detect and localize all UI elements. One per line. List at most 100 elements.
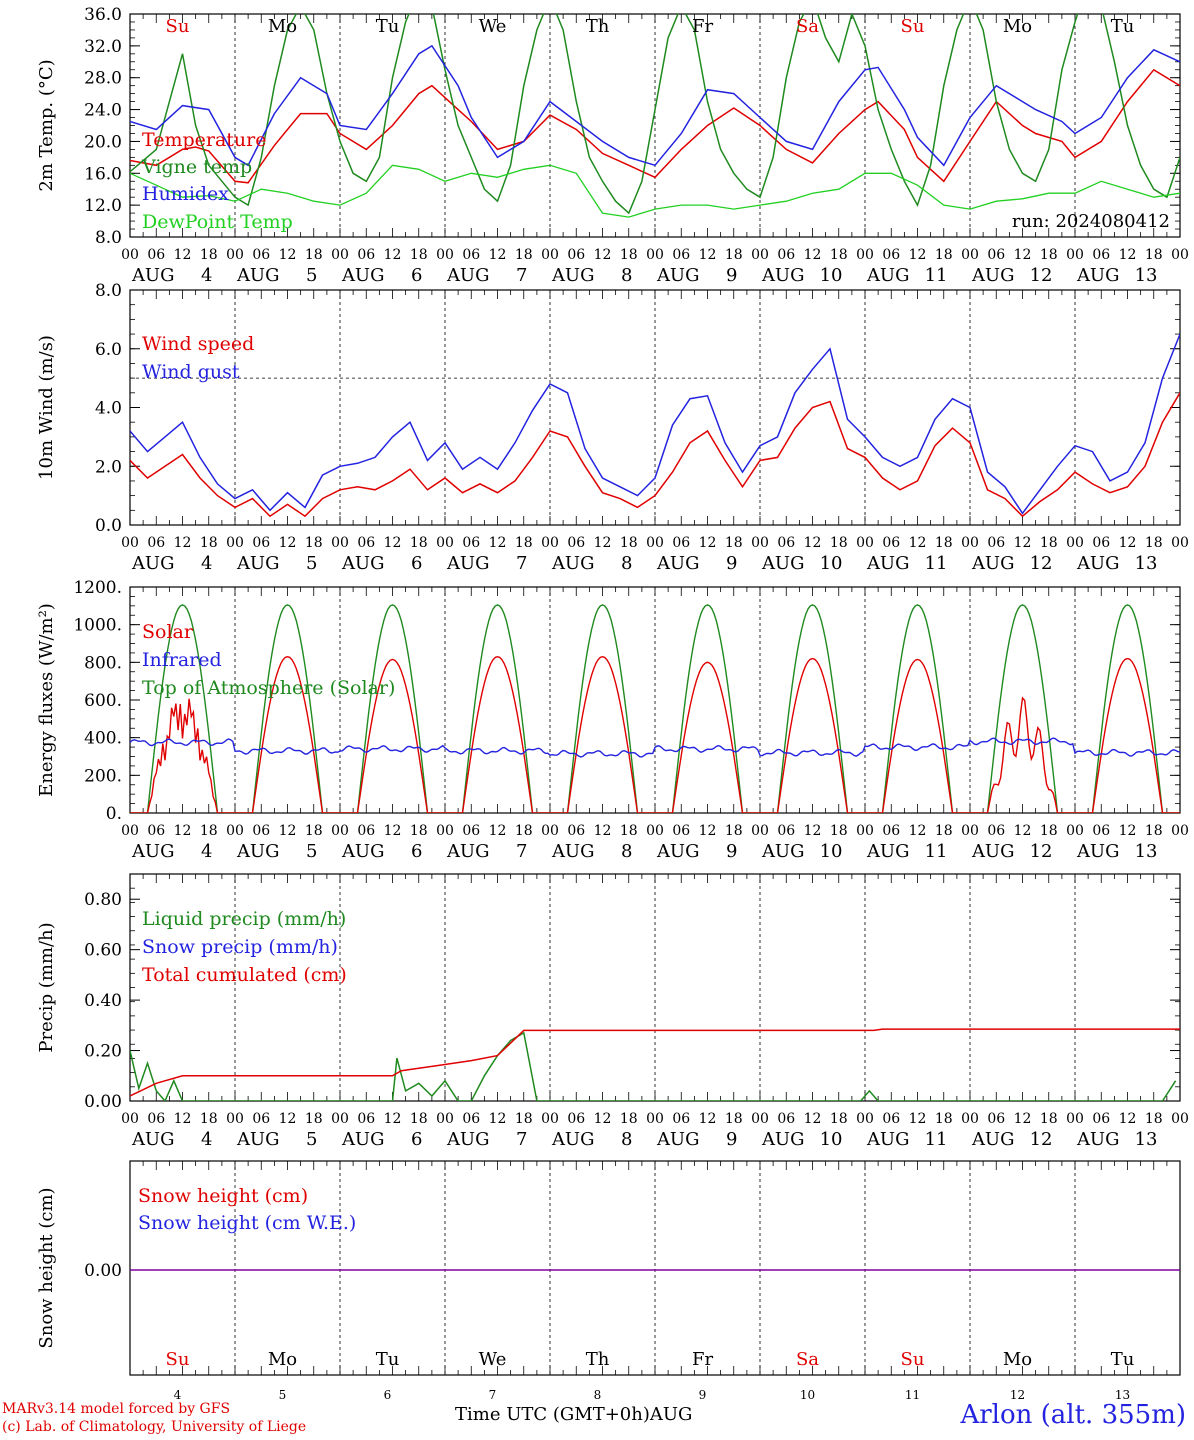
day-date-label: 9 [726, 553, 737, 574]
hour-label: 06 [987, 247, 1005, 263]
day-month-label: AUG [656, 265, 700, 286]
hour-label: 18 [1040, 535, 1058, 551]
hour-label: 00 [226, 247, 244, 263]
hour-label: 18 [515, 823, 533, 839]
series-line [130, 44, 1180, 167]
hour-label: 12 [804, 1111, 822, 1127]
y-tick-label: 8.0 [95, 281, 122, 301]
hour-label: 06 [882, 535, 900, 551]
hour-label: 18 [620, 247, 638, 263]
y-axis-label: Energy fluxes (W/m²) [36, 603, 57, 797]
weekday-label: Th [586, 1349, 610, 1370]
hour-label: 18 [1145, 247, 1163, 263]
hour-label: 12 [1014, 823, 1032, 839]
weekday-label: We [479, 16, 507, 37]
day-number-label: 5 [279, 1388, 287, 1402]
weekday-label: We [479, 1349, 507, 1370]
hour-label: 12 [699, 535, 717, 551]
day-number-label: 12 [1010, 1388, 1025, 1402]
y-tick-label: 0.00 [84, 1092, 122, 1112]
day-month-label: AUG [656, 1129, 700, 1150]
day-month-label: AUG [761, 265, 805, 286]
weekday-label: Tu [1111, 1349, 1135, 1370]
day-date-label: 10 [820, 841, 843, 862]
weekday-label: Fr [692, 1349, 713, 1370]
y-axis-label: 10m Wind (m/s) [36, 335, 57, 480]
y-tick-label: 0.00 [84, 1261, 122, 1281]
day-number-label: 13 [1115, 1388, 1130, 1402]
hour-label: 06 [147, 535, 165, 551]
y-tick-label: 400. [84, 729, 122, 749]
hour-label: 18 [515, 1111, 533, 1127]
hour-label: 12 [1014, 535, 1032, 551]
day-date-label: 7 [516, 841, 527, 862]
hour-label: 18 [620, 1111, 638, 1127]
hour-label: 18 [1040, 823, 1058, 839]
hour-label: 12 [909, 1111, 927, 1127]
panel-3: 0. 200. 400. 600. 800. 1000. 1200. Energy fluxe… [36, 578, 1189, 862]
hour-label: 00 [1171, 823, 1189, 839]
weekday-label: Tu [376, 1349, 400, 1370]
y-tick-label: 36.0 [84, 5, 122, 25]
hour-label: 00 [436, 535, 454, 551]
day-date-label: 4 [201, 1129, 212, 1150]
hour-label: 12 [384, 1111, 402, 1127]
weekday-label: Su [901, 1349, 925, 1370]
hour-label: 00 [646, 823, 664, 839]
hour-label: 12 [489, 1111, 507, 1127]
hour-label: 06 [882, 823, 900, 839]
day-month-label: AUG [131, 265, 175, 286]
legend-entry: Snow precip (mm/h) [142, 936, 338, 958]
hour-label: 06 [777, 535, 795, 551]
hour-label: 00 [856, 1111, 874, 1127]
hour-label: 12 [909, 535, 927, 551]
weekday-label: Mo [1003, 1349, 1032, 1370]
hour-label: 18 [935, 823, 953, 839]
hour-label: 18 [830, 1111, 848, 1127]
y-tick-label: 0. [106, 804, 122, 824]
series-line-solar [130, 655, 1180, 813]
hour-label: 06 [987, 823, 1005, 839]
hour-label: 06 [672, 247, 690, 263]
hour-label: 00 [961, 1111, 979, 1127]
hour-label: 00 [541, 247, 559, 263]
day-month-label: AUG [1076, 841, 1120, 862]
hour-label: 12 [489, 535, 507, 551]
hour-label: 06 [1092, 247, 1110, 263]
day-date-label: 7 [516, 265, 527, 286]
y-tick-label: 16.0 [84, 164, 122, 184]
hour-label: 00 [961, 247, 979, 263]
hour-label: 18 [935, 1111, 953, 1127]
hour-label: 00 [1171, 535, 1189, 551]
series-line [130, 333, 1180, 515]
day-month-label: AUG [551, 265, 595, 286]
hour-label: 06 [147, 823, 165, 839]
hour-label: 06 [777, 1111, 795, 1127]
hour-label: 00 [541, 535, 559, 551]
hour-label: 12 [1014, 1111, 1032, 1127]
day-date-label: 13 [1135, 841, 1158, 862]
day-date-label: 10 [820, 553, 843, 574]
hour-label: 12 [594, 535, 612, 551]
day-month-label: AUG [446, 1129, 490, 1150]
hour-label: 12 [174, 1111, 192, 1127]
y-tick-label: 2.0 [95, 457, 122, 477]
day-date-label: 4 [201, 265, 212, 286]
hour-label: 12 [489, 247, 507, 263]
series-line [130, 1028, 1180, 1097]
hour-label: 06 [357, 1111, 375, 1127]
hour-label: 12 [804, 247, 822, 263]
hour-label: 18 [200, 1111, 218, 1127]
hour-label: 06 [567, 1111, 585, 1127]
day-month-label: AUG [761, 1129, 805, 1150]
day-date-label: 12 [1030, 265, 1053, 286]
day-date-label: 6 [411, 841, 422, 862]
day-month-label: AUG [341, 265, 385, 286]
day-date-label: 4 [201, 553, 212, 574]
hour-label: 12 [279, 823, 297, 839]
y-tick-label: 0.60 [84, 941, 122, 961]
day-date-label: 7 [516, 1129, 527, 1150]
hour-label: 06 [252, 535, 270, 551]
hour-label: 18 [620, 823, 638, 839]
